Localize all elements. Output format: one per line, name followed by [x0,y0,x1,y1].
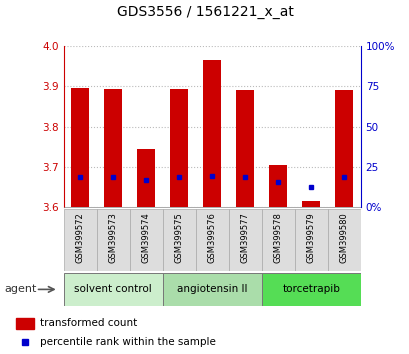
Text: GDS3556 / 1561221_x_at: GDS3556 / 1561221_x_at [116,5,293,19]
Bar [261,273,360,306]
Text: GSM399574: GSM399574 [141,212,150,263]
Bar [137,149,155,207]
Text: solvent control: solvent control [74,284,152,295]
Text: GSM399572: GSM399572 [75,212,84,263]
Bar [236,90,254,207]
Bar [202,60,221,207]
Bar [228,209,261,271]
Text: percentile rank within the sample: percentile rank within the sample [40,337,215,347]
Bar [63,209,97,271]
Bar [162,209,195,271]
Bar [335,90,353,207]
Text: GSM399580: GSM399580 [339,212,348,263]
Bar [162,273,261,306]
Bar [129,209,162,271]
Bar [63,273,162,306]
Text: transformed count: transformed count [40,318,137,328]
Text: torcetrapib: torcetrapib [282,284,339,295]
Text: angiotensin II: angiotensin II [177,284,247,295]
Bar [170,89,188,207]
Text: GSM399576: GSM399576 [207,212,216,263]
Bar [268,165,287,207]
Bar [261,209,294,271]
Bar [327,209,360,271]
Bar [16,318,34,329]
Text: GSM399573: GSM399573 [108,212,117,263]
Bar [97,209,129,271]
Bar [195,209,228,271]
Text: GSM399579: GSM399579 [306,212,315,263]
Text: GSM399577: GSM399577 [240,212,249,263]
Text: GSM399575: GSM399575 [174,212,183,263]
Text: agent: agent [4,284,36,295]
Bar [71,88,89,207]
Text: GSM399578: GSM399578 [273,212,282,263]
Bar [301,201,319,207]
Bar [104,89,122,207]
Bar [294,209,327,271]
